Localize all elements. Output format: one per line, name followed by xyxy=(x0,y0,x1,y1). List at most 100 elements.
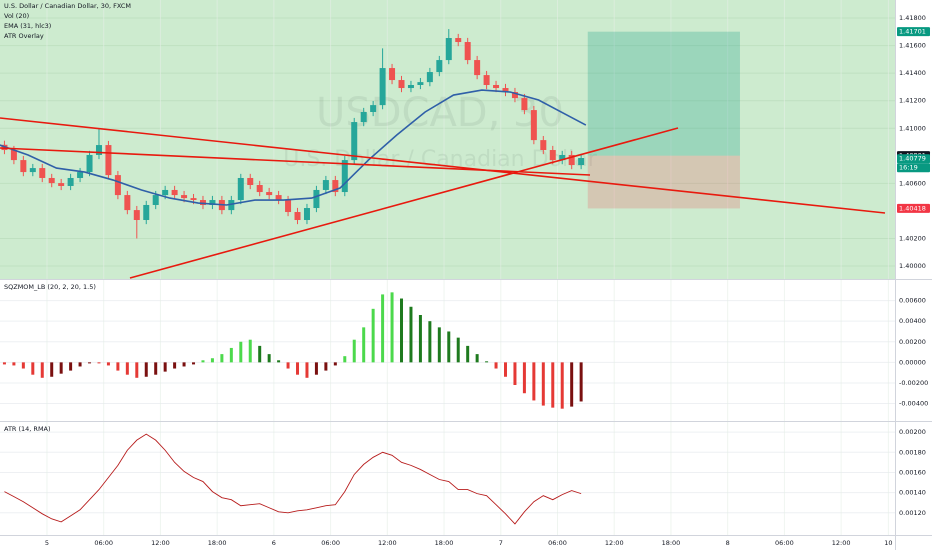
momentum-bar xyxy=(69,362,73,371)
momentum-bar xyxy=(362,327,366,363)
candle-body xyxy=(86,154,93,173)
candle-body xyxy=(266,192,273,196)
candle-body xyxy=(483,75,490,85)
momentum-bar xyxy=(371,308,375,363)
momentum-bar xyxy=(2,362,6,365)
candle-body xyxy=(237,177,244,201)
momentum-bar xyxy=(40,362,44,378)
momentum-bar xyxy=(12,362,16,366)
y-tick-label: 0.00000 xyxy=(899,358,926,366)
trend-line xyxy=(0,117,886,214)
candle-body xyxy=(228,200,235,211)
momentum-bar xyxy=(541,362,545,406)
candle-body xyxy=(114,175,121,196)
x-tick-label: 8 xyxy=(726,539,730,547)
momentum-bar xyxy=(579,362,583,402)
x-tick-label: 06:00 xyxy=(94,539,113,547)
momentum-bar xyxy=(135,362,139,378)
y-tick-label: 1.41400 xyxy=(899,69,926,77)
candle-body xyxy=(124,195,131,211)
candle-body xyxy=(199,200,206,205)
momentum-bar xyxy=(314,362,318,375)
x-tick-label: 5 xyxy=(45,539,49,547)
price-label-box xyxy=(897,154,930,164)
momentum-bar xyxy=(97,362,101,364)
y-tick-label: 0.00400 xyxy=(899,317,926,325)
price-label: 1.40418 xyxy=(899,204,926,212)
momentum-bar xyxy=(154,362,158,375)
candle-body xyxy=(568,154,575,166)
candle-body xyxy=(181,195,188,199)
momentum-bar xyxy=(267,354,271,363)
x-tick-label: 18:00 xyxy=(435,539,454,547)
atr-pane xyxy=(0,422,895,535)
momentum-bar xyxy=(201,360,205,363)
candle-body xyxy=(521,98,528,111)
y-tick-label: 0.00140 xyxy=(899,489,926,497)
candle-body xyxy=(322,180,329,190)
candle-body xyxy=(436,60,443,73)
candle-body xyxy=(530,110,537,141)
candle-body xyxy=(398,80,405,89)
price-axis xyxy=(895,0,932,550)
momentum-bar xyxy=(192,362,196,365)
momentum-bar xyxy=(125,362,129,375)
momentum-bar xyxy=(381,294,385,363)
candle-body xyxy=(417,82,424,85)
y-tick-label: 0.00180 xyxy=(899,448,926,456)
x-tick-label: 06:00 xyxy=(321,539,340,547)
candle-body xyxy=(162,189,169,196)
momentum-bar xyxy=(21,362,25,369)
y-tick-label: 1.41600 xyxy=(899,42,926,50)
momentum-bar xyxy=(163,362,167,372)
candle-body xyxy=(445,38,452,61)
candle-body xyxy=(502,88,509,93)
momentum-bar xyxy=(144,362,148,377)
grid xyxy=(0,0,895,535)
x-tick-label: 18:00 xyxy=(662,539,681,547)
candle-body xyxy=(209,200,216,205)
momentum-bar xyxy=(532,362,536,401)
candle-body xyxy=(578,158,585,166)
momentum-bar xyxy=(182,362,186,367)
price-label-box xyxy=(897,203,930,213)
x-tick-label: 18:00 xyxy=(208,539,227,547)
y-tick-label: 1.41200 xyxy=(899,97,926,105)
momentum-bar xyxy=(343,356,347,363)
countdown-label: 16:19 xyxy=(899,164,918,172)
trend-line xyxy=(129,127,679,279)
momentum-bar xyxy=(522,362,526,394)
candle-body xyxy=(29,168,36,173)
momentum-bar xyxy=(560,362,564,409)
candle-body xyxy=(389,68,396,81)
pane-title: SQZMOM_LB (20, 2, 20, 1.5) xyxy=(4,283,96,291)
marks xyxy=(0,29,740,525)
momentum-bar xyxy=(116,362,120,371)
momentum-bar xyxy=(296,362,300,375)
momentum-bar xyxy=(277,360,281,363)
x-tick-label: 12:00 xyxy=(832,539,851,547)
pane-title: ATR (14, RMA) xyxy=(4,425,51,433)
legend-item: EMA (31, hlc3) xyxy=(4,22,51,30)
momentum-bar xyxy=(409,306,413,363)
candle-body xyxy=(39,168,46,178)
candle-body xyxy=(455,38,462,43)
candle-body xyxy=(370,105,377,112)
candle-body xyxy=(285,200,292,213)
momentum-bar xyxy=(437,327,441,363)
candle-body xyxy=(152,195,159,205)
y-tick-label: 1.40000 xyxy=(899,262,926,270)
candle-body xyxy=(474,60,481,76)
y-tick-label: 0.00200 xyxy=(899,338,926,346)
x-tick-label: 12:00 xyxy=(378,539,397,547)
momentum-bar xyxy=(59,362,63,374)
y-tick-label: 1.41800 xyxy=(899,14,926,22)
candle-body xyxy=(171,189,178,196)
x-tick-label: 06:00 xyxy=(775,539,794,547)
candle-body xyxy=(332,180,339,193)
momentum-bar xyxy=(258,345,262,363)
candle-body xyxy=(190,198,197,201)
candle-body xyxy=(426,72,433,83)
momentum-bar xyxy=(513,362,517,385)
momentum-bar xyxy=(485,361,489,363)
